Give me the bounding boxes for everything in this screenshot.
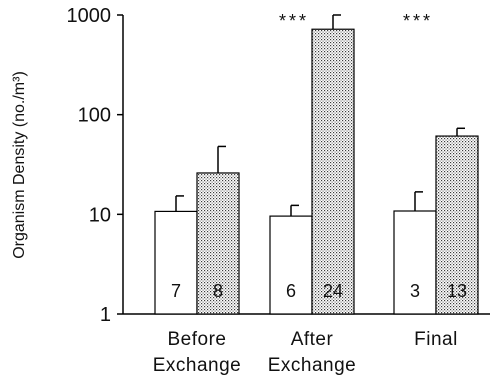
significance-label: *** (403, 11, 433, 31)
significance-label: *** (279, 11, 309, 31)
labels: 7 6 3 8 24 13 *** *** Before Exchange After Exchang… (153, 11, 467, 376)
category-label-line: Exchange (153, 355, 242, 376)
sample-size-label: 3 (410, 281, 420, 301)
category-label-line: After (291, 329, 334, 350)
category-label: After Exchange (268, 329, 357, 376)
category-label-line: Exchange (268, 355, 357, 376)
y-tick-label: 1000 (67, 5, 112, 27)
category-label: Before Exchange (153, 329, 242, 376)
sample-size-label: 24 (323, 281, 343, 301)
y-tick-label: 100 (78, 105, 111, 127)
category-label: Final (414, 329, 458, 350)
sample-size-label: 6 (286, 281, 296, 301)
bar (311, 28, 355, 315)
y-tick-label: 1 (100, 304, 111, 326)
y-tick-label: 10 (89, 204, 111, 226)
bar (154, 210, 198, 315)
sample-size-label: 7 (171, 281, 181, 301)
bar (393, 210, 437, 315)
sample-size-label: 8 (213, 281, 223, 301)
category-label-line: Final (414, 329, 458, 350)
bar (435, 135, 479, 315)
bar (196, 172, 240, 315)
category-label-line: Before (168, 329, 227, 350)
y-axis-title: Organism Density (no./m³) (11, 71, 28, 259)
sample-size-label: 13 (447, 281, 467, 301)
bars (154, 14, 479, 315)
